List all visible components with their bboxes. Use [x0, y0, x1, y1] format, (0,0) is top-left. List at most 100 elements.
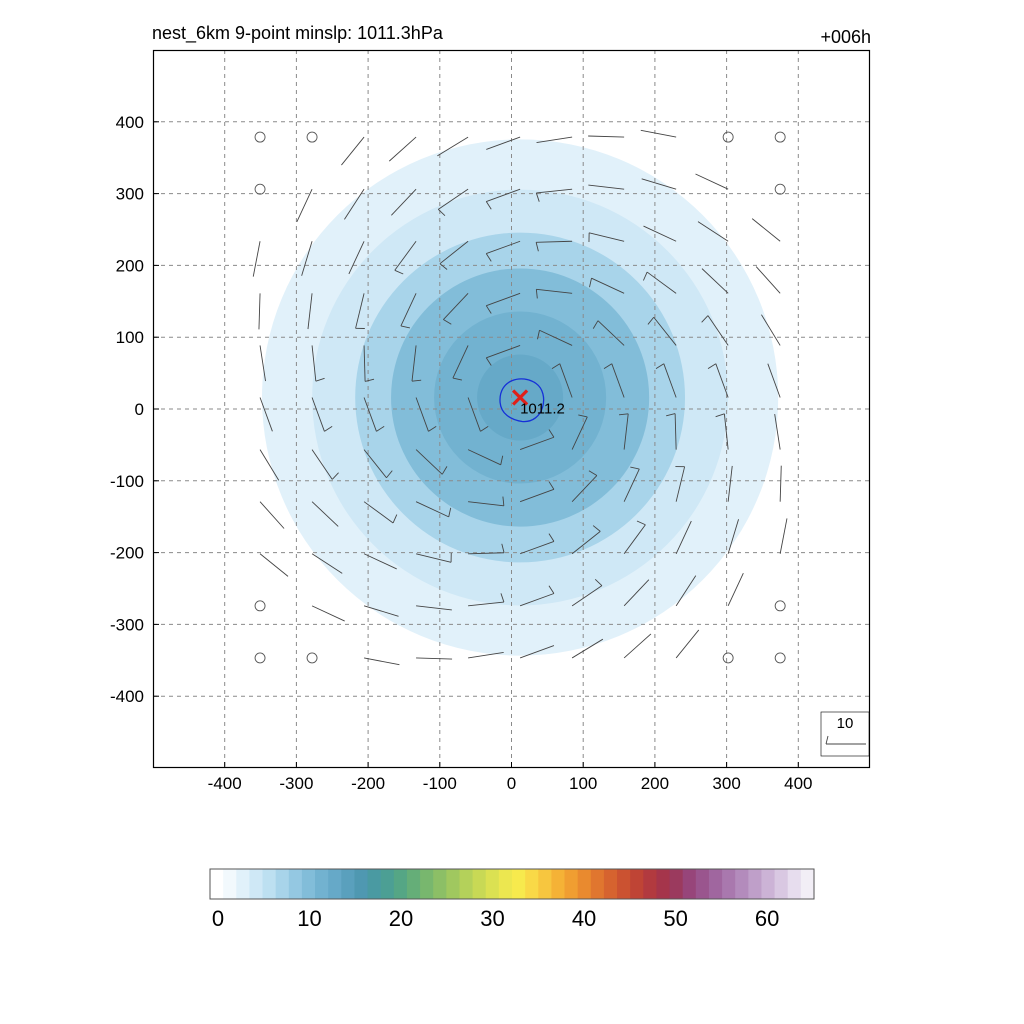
- y-tick-label: -300: [110, 615, 144, 634]
- calm-wind-circle: [254, 652, 266, 664]
- wind-barb: [539, 329, 573, 346]
- colorbar-swatch: [380, 869, 395, 899]
- wind-barb: [697, 221, 729, 242]
- colorbar-swatch: [236, 869, 250, 899]
- wind-barb: [394, 240, 417, 271]
- colorbar-swatch: [669, 869, 684, 899]
- calm-wind-circle: [774, 131, 786, 143]
- colorbar-swatch: [354, 869, 369, 899]
- y-axis: 400 300 200 100 0 -100 -200 -300 -400: [110, 113, 159, 706]
- wind-barb: [437, 136, 469, 157]
- colorbar-swatch: [643, 869, 658, 899]
- wind-barb-feather: [392, 514, 398, 524]
- wind-barb: [559, 363, 573, 398]
- colorbar-swatch: [328, 869, 342, 899]
- x-tick-label: -300: [279, 774, 313, 793]
- wind-barb-feather: [500, 455, 504, 465]
- wind-barb: [259, 501, 285, 529]
- x-tick-label: -200: [351, 774, 385, 793]
- wind-barb: [597, 320, 625, 346]
- wind-barb-feather: [437, 209, 446, 217]
- y-tick-label: 400: [116, 113, 144, 132]
- wind-barb-feather: [551, 363, 561, 370]
- wind-barb: [311, 397, 325, 432]
- wind-barb: [468, 652, 504, 659]
- wind-barb: [611, 363, 625, 398]
- wind-barb: [415, 501, 449, 518]
- colorbar-swatch: [630, 869, 644, 899]
- wind-barb: [296, 188, 313, 223]
- wind-barb-feather: [376, 425, 385, 432]
- wind-barb-feather: [589, 278, 592, 288]
- wind-barb-feather: [485, 357, 492, 366]
- wind-barb-feather: [324, 425, 333, 432]
- y-tick-label: -400: [110, 687, 144, 706]
- wind-barb: [674, 413, 677, 450]
- y-tick-label: 0: [135, 400, 144, 419]
- colorbar-swatch: [590, 869, 605, 899]
- wind-barb: [723, 413, 729, 450]
- wind-barb: [452, 345, 469, 379]
- wind-barb: [675, 466, 686, 502]
- x-tick-label: -400: [208, 774, 242, 793]
- wind-barb: [623, 633, 652, 659]
- colorbar-swatch: [695, 869, 710, 899]
- x-axis: -400 -300 -200 -100 0 100 200 300 400: [208, 762, 812, 793]
- colorbar-swatch: [406, 869, 421, 899]
- wind-barb: [755, 266, 781, 294]
- wind-barb: [415, 397, 429, 432]
- colorbar-swatch: [367, 869, 382, 899]
- colorbar-swatch: [787, 869, 802, 899]
- colorbar-swatch: [538, 869, 552, 899]
- wind-barb: [348, 241, 365, 275]
- colorbar-tick-label: 30: [480, 906, 504, 931]
- colorbar-swatch: [275, 869, 290, 899]
- plot-area: 1011.2 -400 -300 -200 -100 0 100 200 300 400 400…: [110, 49, 871, 793]
- wind-barb: [486, 240, 521, 255]
- wind-barb: [486, 292, 521, 307]
- wind-barb-feather: [642, 271, 648, 281]
- wind-barb-feather: [443, 319, 452, 325]
- wind-barb: [341, 136, 365, 166]
- forecast-hour: +006h: [820, 27, 871, 47]
- wind-barb-feather: [707, 363, 717, 370]
- wind-barb: [623, 468, 640, 502]
- wind-barb: [363, 553, 397, 570]
- wind-barb: [363, 345, 366, 382]
- colorbar-swatch: [800, 869, 815, 899]
- wind-barb: [439, 240, 469, 265]
- wind-barb: [675, 520, 692, 554]
- wind-barb-feather: [603, 363, 613, 370]
- wind-barb: [259, 553, 289, 577]
- colorbar-swatch: [735, 869, 749, 899]
- colorbar-swatch: [223, 869, 237, 899]
- colorbar-swatch: [656, 869, 671, 899]
- wind-barb: [653, 316, 677, 346]
- wind-barb: [415, 553, 452, 563]
- wind-barb-feather: [594, 579, 603, 586]
- wind-barb: [400, 293, 417, 327]
- wind-barb: [571, 531, 601, 555]
- wind-barb: [301, 241, 313, 276]
- wind-barb: [588, 135, 625, 138]
- colorbar-tick-label: 60: [755, 906, 779, 931]
- colorbar-swatch: [564, 869, 579, 899]
- wind-barb-feather: [535, 242, 539, 252]
- wind-barb: [355, 293, 365, 329]
- colorbar-swatch: [315, 869, 329, 899]
- wind-barb-feather: [386, 470, 393, 479]
- center-pressure-label: 1011.2: [520, 401, 565, 418]
- wind-barb: [519, 645, 555, 659]
- wind-barb: [311, 449, 333, 480]
- wind-barb: [311, 553, 343, 574]
- chart-title: nest_6km 9-point minslp: 1011.3hPa: [152, 23, 444, 44]
- colorbar-tick-label: 40: [572, 906, 596, 931]
- wind-barb: [591, 277, 625, 294]
- storm-center: 1011.2: [499, 378, 565, 423]
- colorbar-swatch: [210, 869, 224, 899]
- wind-barb: [640, 129, 677, 138]
- wind-barb-feather: [548, 533, 555, 542]
- calm-wind-circle: [306, 652, 318, 664]
- wind-barb: [707, 315, 729, 346]
